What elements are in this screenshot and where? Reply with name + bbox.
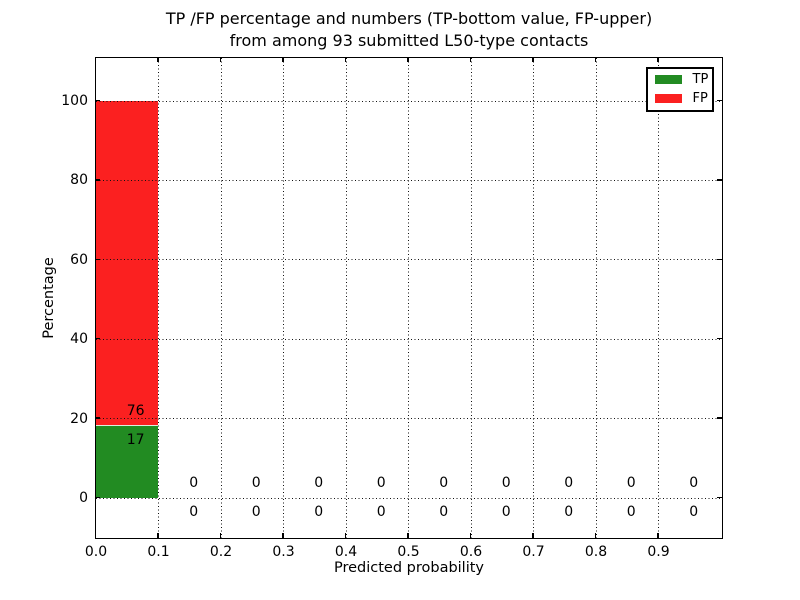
legend-tp-swatch xyxy=(654,75,682,84)
tick-mark xyxy=(717,496,722,499)
legend: TP FP xyxy=(645,66,714,112)
y-tick-label: 60 xyxy=(70,251,88,268)
fp-count-label: 0 xyxy=(251,475,261,492)
fp-count-label: 0 xyxy=(439,475,449,492)
legend-item-fp: FP xyxy=(654,90,708,106)
y-tick-label: 40 xyxy=(70,331,88,348)
chart-title-line2: from among 93 submitted L50-type contact… xyxy=(229,31,589,50)
chart-title-line1: TP /FP percentage and numbers (TP-bottom… xyxy=(165,9,653,28)
tick-mark xyxy=(219,533,222,538)
tp-count-label: 0 xyxy=(439,504,449,521)
x-tick-label: 0.7 xyxy=(522,544,545,560)
y-axis-label: Percentage xyxy=(41,257,57,339)
gridline-x xyxy=(595,57,597,538)
tp-count-label: 17 xyxy=(126,431,145,448)
tick-mark xyxy=(717,338,722,340)
tick-mark xyxy=(532,57,534,62)
fp-count-label: 0 xyxy=(376,475,386,492)
tick-mark xyxy=(219,57,222,62)
bar-fp-segment xyxy=(95,100,158,425)
tp-count-label: 0 xyxy=(376,504,386,521)
tp-count-label: 0 xyxy=(626,504,636,521)
x-tick-label: 0.1 xyxy=(147,544,170,560)
tick-mark xyxy=(95,258,100,260)
tick-mark xyxy=(95,99,100,102)
tick-mark xyxy=(717,99,722,102)
tick-mark xyxy=(282,57,284,62)
fp-count-label: 0 xyxy=(626,475,636,492)
legend-label: FP xyxy=(692,90,708,106)
fp-count-label: 0 xyxy=(564,475,574,492)
tick-mark xyxy=(407,57,409,62)
fp-count-label: 0 xyxy=(314,475,324,492)
x-tick-label: 0.5 xyxy=(397,544,420,560)
gridline-x xyxy=(283,57,284,538)
tp-count-label: 0 xyxy=(564,504,574,521)
tick-mark xyxy=(95,496,100,499)
tick-mark xyxy=(344,57,347,62)
x-tick-label: 0.6 xyxy=(459,544,483,560)
gridline-x xyxy=(220,57,222,538)
tick-mark xyxy=(594,533,597,538)
tick-mark xyxy=(717,179,722,181)
x-tick-label: 0.2 xyxy=(209,544,233,560)
tp-count-label: 0 xyxy=(189,504,199,521)
fp-count-label: 76 xyxy=(126,402,145,419)
gridline-x xyxy=(470,57,472,538)
tick-mark xyxy=(469,57,472,62)
gridline-x xyxy=(533,57,534,538)
tick-mark xyxy=(282,533,284,538)
tick-mark xyxy=(344,533,347,538)
tick-mark xyxy=(157,533,159,538)
tp-count-label: 0 xyxy=(501,504,511,521)
y-tick-label: 80 xyxy=(70,172,88,189)
tick-mark xyxy=(532,533,534,538)
tp-count-label: 0 xyxy=(251,504,261,521)
tick-mark xyxy=(594,57,597,62)
gridline-x xyxy=(158,57,159,538)
tp-count-label: 0 xyxy=(314,504,324,521)
tick-mark xyxy=(469,533,472,538)
fp-count-label: 0 xyxy=(189,475,199,492)
tick-mark xyxy=(407,533,409,538)
y-tick-label: 0 xyxy=(79,490,88,506)
legend-item-tp: TP xyxy=(654,72,708,87)
tick-mark xyxy=(94,57,97,62)
x-tick-label: 0.4 xyxy=(334,544,358,560)
tick-mark xyxy=(657,57,659,62)
tick-mark xyxy=(95,338,100,340)
x-tick-label: 0.0 xyxy=(84,544,108,560)
x-tick-label: 0.9 xyxy=(647,544,670,560)
fp-count-label: 0 xyxy=(501,475,511,492)
chart-title: TP /FP percentage and numbers (TP-bottom… xyxy=(96,8,722,52)
gridline-x xyxy=(408,57,409,538)
tick-mark xyxy=(95,179,100,181)
gridline-x xyxy=(345,57,347,538)
y-tick-label: 100 xyxy=(61,93,88,109)
tp-count-label: 0 xyxy=(689,504,699,521)
tick-mark xyxy=(95,417,100,419)
tick-mark xyxy=(657,533,659,538)
fp-count-label: 0 xyxy=(689,475,699,492)
tick-mark xyxy=(717,417,722,419)
gridline-x xyxy=(658,57,659,538)
plot-area: TP FP 76 17 0 0 0 0 0 0 0 0 0 0 0 0 0 0 0 0 0 0 xyxy=(94,56,723,539)
x-tick-label: 0.8 xyxy=(584,544,608,560)
tick-mark xyxy=(717,258,722,260)
tick-mark xyxy=(157,57,159,62)
legend-label: TP xyxy=(692,71,709,87)
y-tick-label: 20 xyxy=(70,410,88,427)
x-tick-label: 0.3 xyxy=(272,544,295,560)
bar-tp-segment xyxy=(95,424,158,499)
legend-fp-swatch xyxy=(654,94,682,103)
tick-mark xyxy=(94,533,97,538)
x-axis-label: Predicted probability xyxy=(333,560,485,576)
